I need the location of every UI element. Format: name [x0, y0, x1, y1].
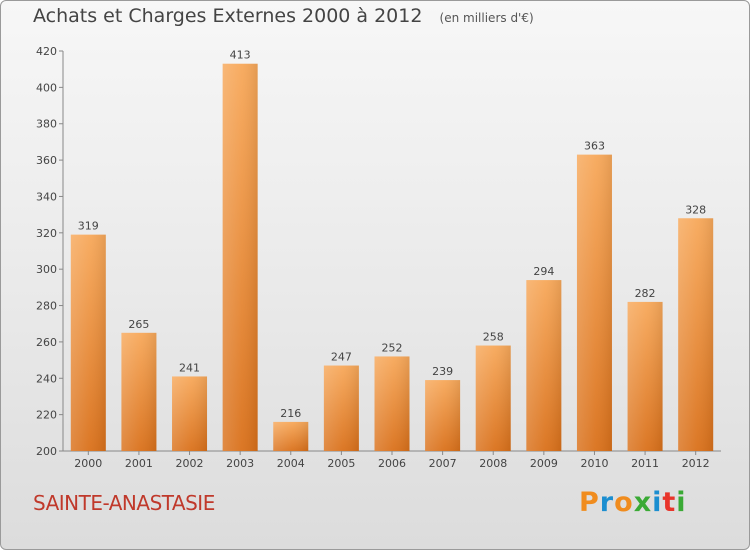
x-tick-label: 2005 [327, 457, 355, 470]
chart-header: Achats et Charges Externes 2000 à 2012 (… [33, 5, 534, 27]
y-tick-label: 340 [36, 190, 57, 203]
data-label: 252 [382, 341, 403, 354]
proxiti-logo: Proxiti [579, 487, 687, 518]
x-tick-label: 2006 [378, 457, 406, 470]
logo-letter: r [599, 487, 615, 518]
data-label: 239 [432, 365, 453, 378]
x-tick-label: 2001 [125, 457, 153, 470]
x-tick-label: 2008 [479, 457, 507, 470]
data-label: 258 [483, 331, 504, 344]
y-tick-label: 300 [36, 263, 57, 276]
y-tick-label: 200 [36, 445, 57, 458]
chart-data-labels: 319 265 241 413 216 247 252 239 258 294 363 282 328 [78, 49, 706, 420]
data-label: 247 [331, 351, 352, 364]
x-tick-label: 2012 [682, 457, 710, 470]
logo-letter: x [633, 487, 653, 518]
data-label: 294 [533, 265, 554, 278]
bar-sheen [323, 365, 359, 451]
logo-letter: t [662, 487, 677, 518]
bar-sheen [678, 218, 714, 451]
data-label: 328 [685, 203, 706, 216]
data-label: 413 [230, 49, 251, 62]
y-tick-label: 320 [36, 227, 57, 240]
x-tick-label: 2009 [530, 457, 558, 470]
commune-name: SAINTE-ANASTASIE [33, 491, 215, 515]
bar-sheen [374, 356, 410, 451]
x-tick-label: 2007 [429, 457, 457, 470]
data-label: 319 [78, 220, 99, 233]
chart-bars [70, 63, 714, 452]
y-tick-label: 380 [36, 118, 57, 131]
data-label: 282 [635, 287, 656, 300]
y-tick-label: 240 [36, 372, 57, 385]
data-label: 265 [128, 318, 149, 331]
bar-sheen [627, 301, 663, 451]
x-tick-label: 2011 [631, 457, 659, 470]
x-tick-label: 2010 [580, 457, 608, 470]
x-tick-label: 2003 [226, 457, 254, 470]
bar-sheen [70, 234, 106, 451]
chart-subtitle: (en milliers d'€) [439, 11, 534, 25]
x-tick-label: 2002 [176, 457, 204, 470]
bar-sheen [273, 421, 309, 451]
bar-sheen [526, 280, 562, 451]
bar-sheen [172, 376, 208, 451]
bar-sheen [576, 154, 612, 452]
y-tick-label: 400 [36, 81, 57, 94]
data-label: 363 [584, 140, 605, 153]
chart-title: Achats et Charges Externes 2000 à 2012 [33, 5, 423, 27]
bar-sheen [222, 63, 258, 452]
y-tick-label: 220 [36, 409, 57, 422]
logo-letter: o [614, 487, 634, 518]
y-tick-label: 420 [36, 45, 57, 58]
logo-letter: i [676, 487, 687, 518]
bar-sheen [475, 345, 511, 451]
bar-sheen [121, 332, 157, 451]
y-tick-label: 360 [36, 154, 57, 167]
logo-letter: P [579, 487, 600, 518]
x-tick-label: 2004 [277, 457, 305, 470]
logo-letter: i [652, 487, 663, 518]
bar-sheen [425, 380, 461, 451]
y-tick-label: 280 [36, 300, 57, 313]
data-label: 216 [280, 407, 301, 420]
x-tick-label: 2000 [74, 457, 102, 470]
y-tick-label: 260 [36, 336, 57, 349]
data-label: 241 [179, 361, 200, 374]
